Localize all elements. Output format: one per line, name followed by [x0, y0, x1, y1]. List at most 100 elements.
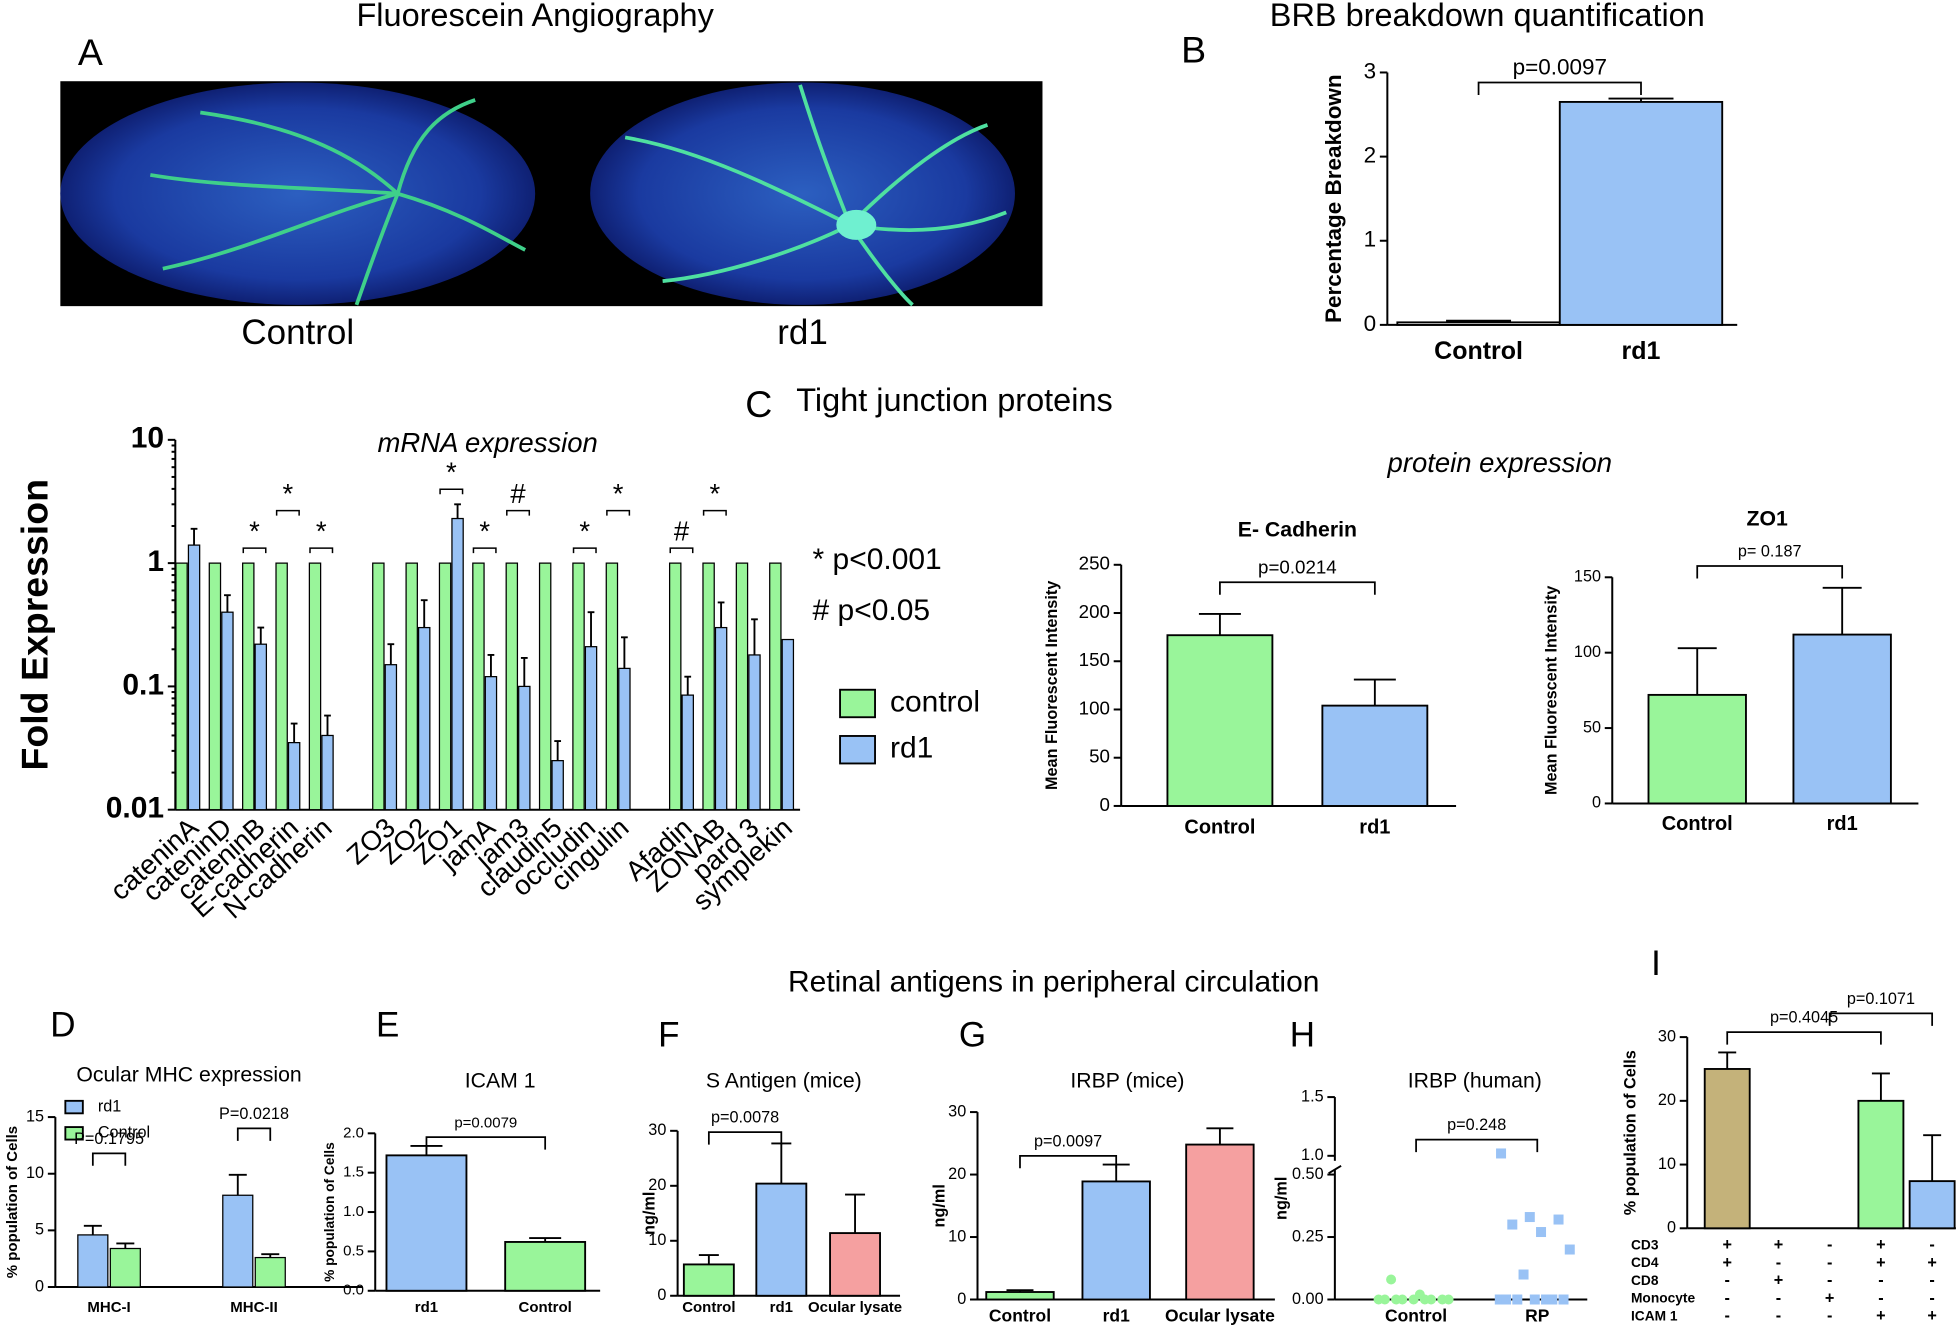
y-axis-label: % population of Cells [1621, 1050, 1639, 1215]
bar [254, 1256, 286, 1288]
chart-title: IRBP (mice) [1070, 1069, 1184, 1093]
y-tick-label: 1.0 [1301, 1146, 1324, 1164]
y-tick-label: 0 [957, 1290, 966, 1308]
p-value: P=0.1795 [74, 1130, 144, 1148]
condition-sign: + [1722, 1236, 1731, 1254]
x-tick-label: rd1 [1359, 817, 1390, 839]
x-tick-label: Control [1184, 817, 1255, 839]
bar [505, 562, 519, 811]
condition-sign: - [1929, 1236, 1934, 1254]
panel-letter: H [1290, 1015, 1315, 1054]
error-bar [228, 1173, 247, 1196]
p-value: p=0.0097 [1034, 1132, 1102, 1150]
panel-letter: I [1651, 944, 1661, 983]
x-tick-label: Control [1434, 337, 1523, 365]
bar [1703, 1068, 1751, 1230]
condition-label: CD3 [1631, 1237, 1659, 1252]
point [1541, 1294, 1552, 1305]
condition-sign: - [1878, 1289, 1883, 1307]
y-axis-label: Percentage Breakdown [1321, 74, 1346, 323]
bar [1558, 100, 1724, 326]
fundus-image [590, 82, 1015, 307]
bar [681, 694, 694, 811]
significance-bracket [606, 509, 631, 516]
error-bar [487, 653, 495, 677]
bar [618, 667, 631, 811]
point [1518, 1269, 1529, 1280]
bar [1321, 704, 1429, 807]
bar [187, 544, 201, 811]
significance-bracket [91, 1152, 127, 1166]
significance-bracket [309, 547, 334, 554]
bar [417, 626, 431, 811]
x-tick-label: RP [1525, 1306, 1550, 1326]
p-value: p=0.1071 [1847, 990, 1915, 1008]
bar [1792, 633, 1892, 805]
p-value: p=0.4045 [1770, 1009, 1838, 1027]
image-label: Control [241, 313, 354, 352]
p-value: p=0.0079 [454, 1114, 517, 1131]
legend-swatch [839, 735, 876, 765]
bar [748, 654, 761, 811]
chart: E- Cadherin Mean Fluorescent Intensity 0 50… [1043, 518, 1457, 839]
point [1397, 1294, 1408, 1305]
error-bar [387, 643, 395, 665]
panel-letter: C [745, 383, 772, 425]
panel-letter: G [959, 1015, 986, 1054]
bar [242, 562, 255, 811]
chart: S Antigen (mice) Fng/ml 0 10 20 30 Control rd1 O… [640, 1015, 902, 1316]
condition-sign: - [1725, 1307, 1730, 1325]
y-tick-label: 100 [1079, 697, 1110, 718]
p-value: p=0.0078 [711, 1109, 779, 1127]
y-tick-label: 0.50 [1292, 1165, 1324, 1183]
bar [275, 562, 288, 811]
axis-break [1328, 1164, 1342, 1175]
bar [769, 562, 782, 811]
x-tick-label: rd1 [1827, 813, 1858, 835]
legend-label: Control [98, 1124, 150, 1142]
significance-marker: * [579, 515, 590, 546]
point [1553, 1214, 1564, 1225]
error-bar [529, 1237, 562, 1242]
significance-key: * p<0.001 [813, 543, 942, 576]
panel-letter: F [658, 1015, 679, 1054]
chart-title: BRB breakdown quantification [1270, 0, 1705, 33]
significance-marker: * [709, 478, 720, 509]
y-axis-label: Fold Expression [14, 479, 56, 770]
condition-sign: - [1776, 1289, 1781, 1307]
error-bar [1677, 647, 1717, 695]
chart: I % population of Cells 0 10 20 30 p=0.4045 p=0… [1621, 944, 1956, 1325]
x-tick-label: rd1 [1622, 337, 1661, 365]
bar [1166, 634, 1274, 807]
x-tick-label: Ocular lysate [808, 1299, 902, 1316]
error-bar [845, 1193, 866, 1234]
bar [735, 562, 749, 811]
bar [77, 1234, 109, 1288]
x-tick-label: MHC-I [87, 1299, 130, 1316]
x-tick-label: rd1 [770, 1299, 793, 1316]
significance-marker: * [479, 515, 490, 546]
y-axis-label: ng/ml [930, 1184, 948, 1227]
image-label: rd1 [777, 313, 828, 352]
point [1494, 1294, 1505, 1305]
bar [1857, 1099, 1905, 1230]
y-tick-label: 50 [1583, 718, 1601, 736]
significance-bracket [572, 547, 597, 554]
bar [287, 741, 301, 811]
chart: ZO1 Mean Fluorescent Intensity 0 50 100 150 Co… [1543, 506, 1919, 835]
section-title: Retinal antigens in peripheral circulati… [788, 965, 1319, 998]
bar [668, 562, 682, 811]
y-tick-label: 30 [1658, 1027, 1676, 1045]
legend-swatch [64, 1126, 84, 1141]
condition-sign: - [1725, 1289, 1730, 1307]
bar [321, 734, 334, 811]
significance-bracket [1477, 81, 1642, 95]
y-tick-label: 15 [26, 1107, 44, 1125]
error-bar [771, 1142, 792, 1184]
bar [518, 685, 531, 811]
condition-label: CD8 [1631, 1273, 1659, 1288]
y-axis-label: Mean Fluorescent Intensity [1043, 581, 1061, 790]
fundus [60, 82, 536, 305]
point [1414, 1289, 1425, 1300]
